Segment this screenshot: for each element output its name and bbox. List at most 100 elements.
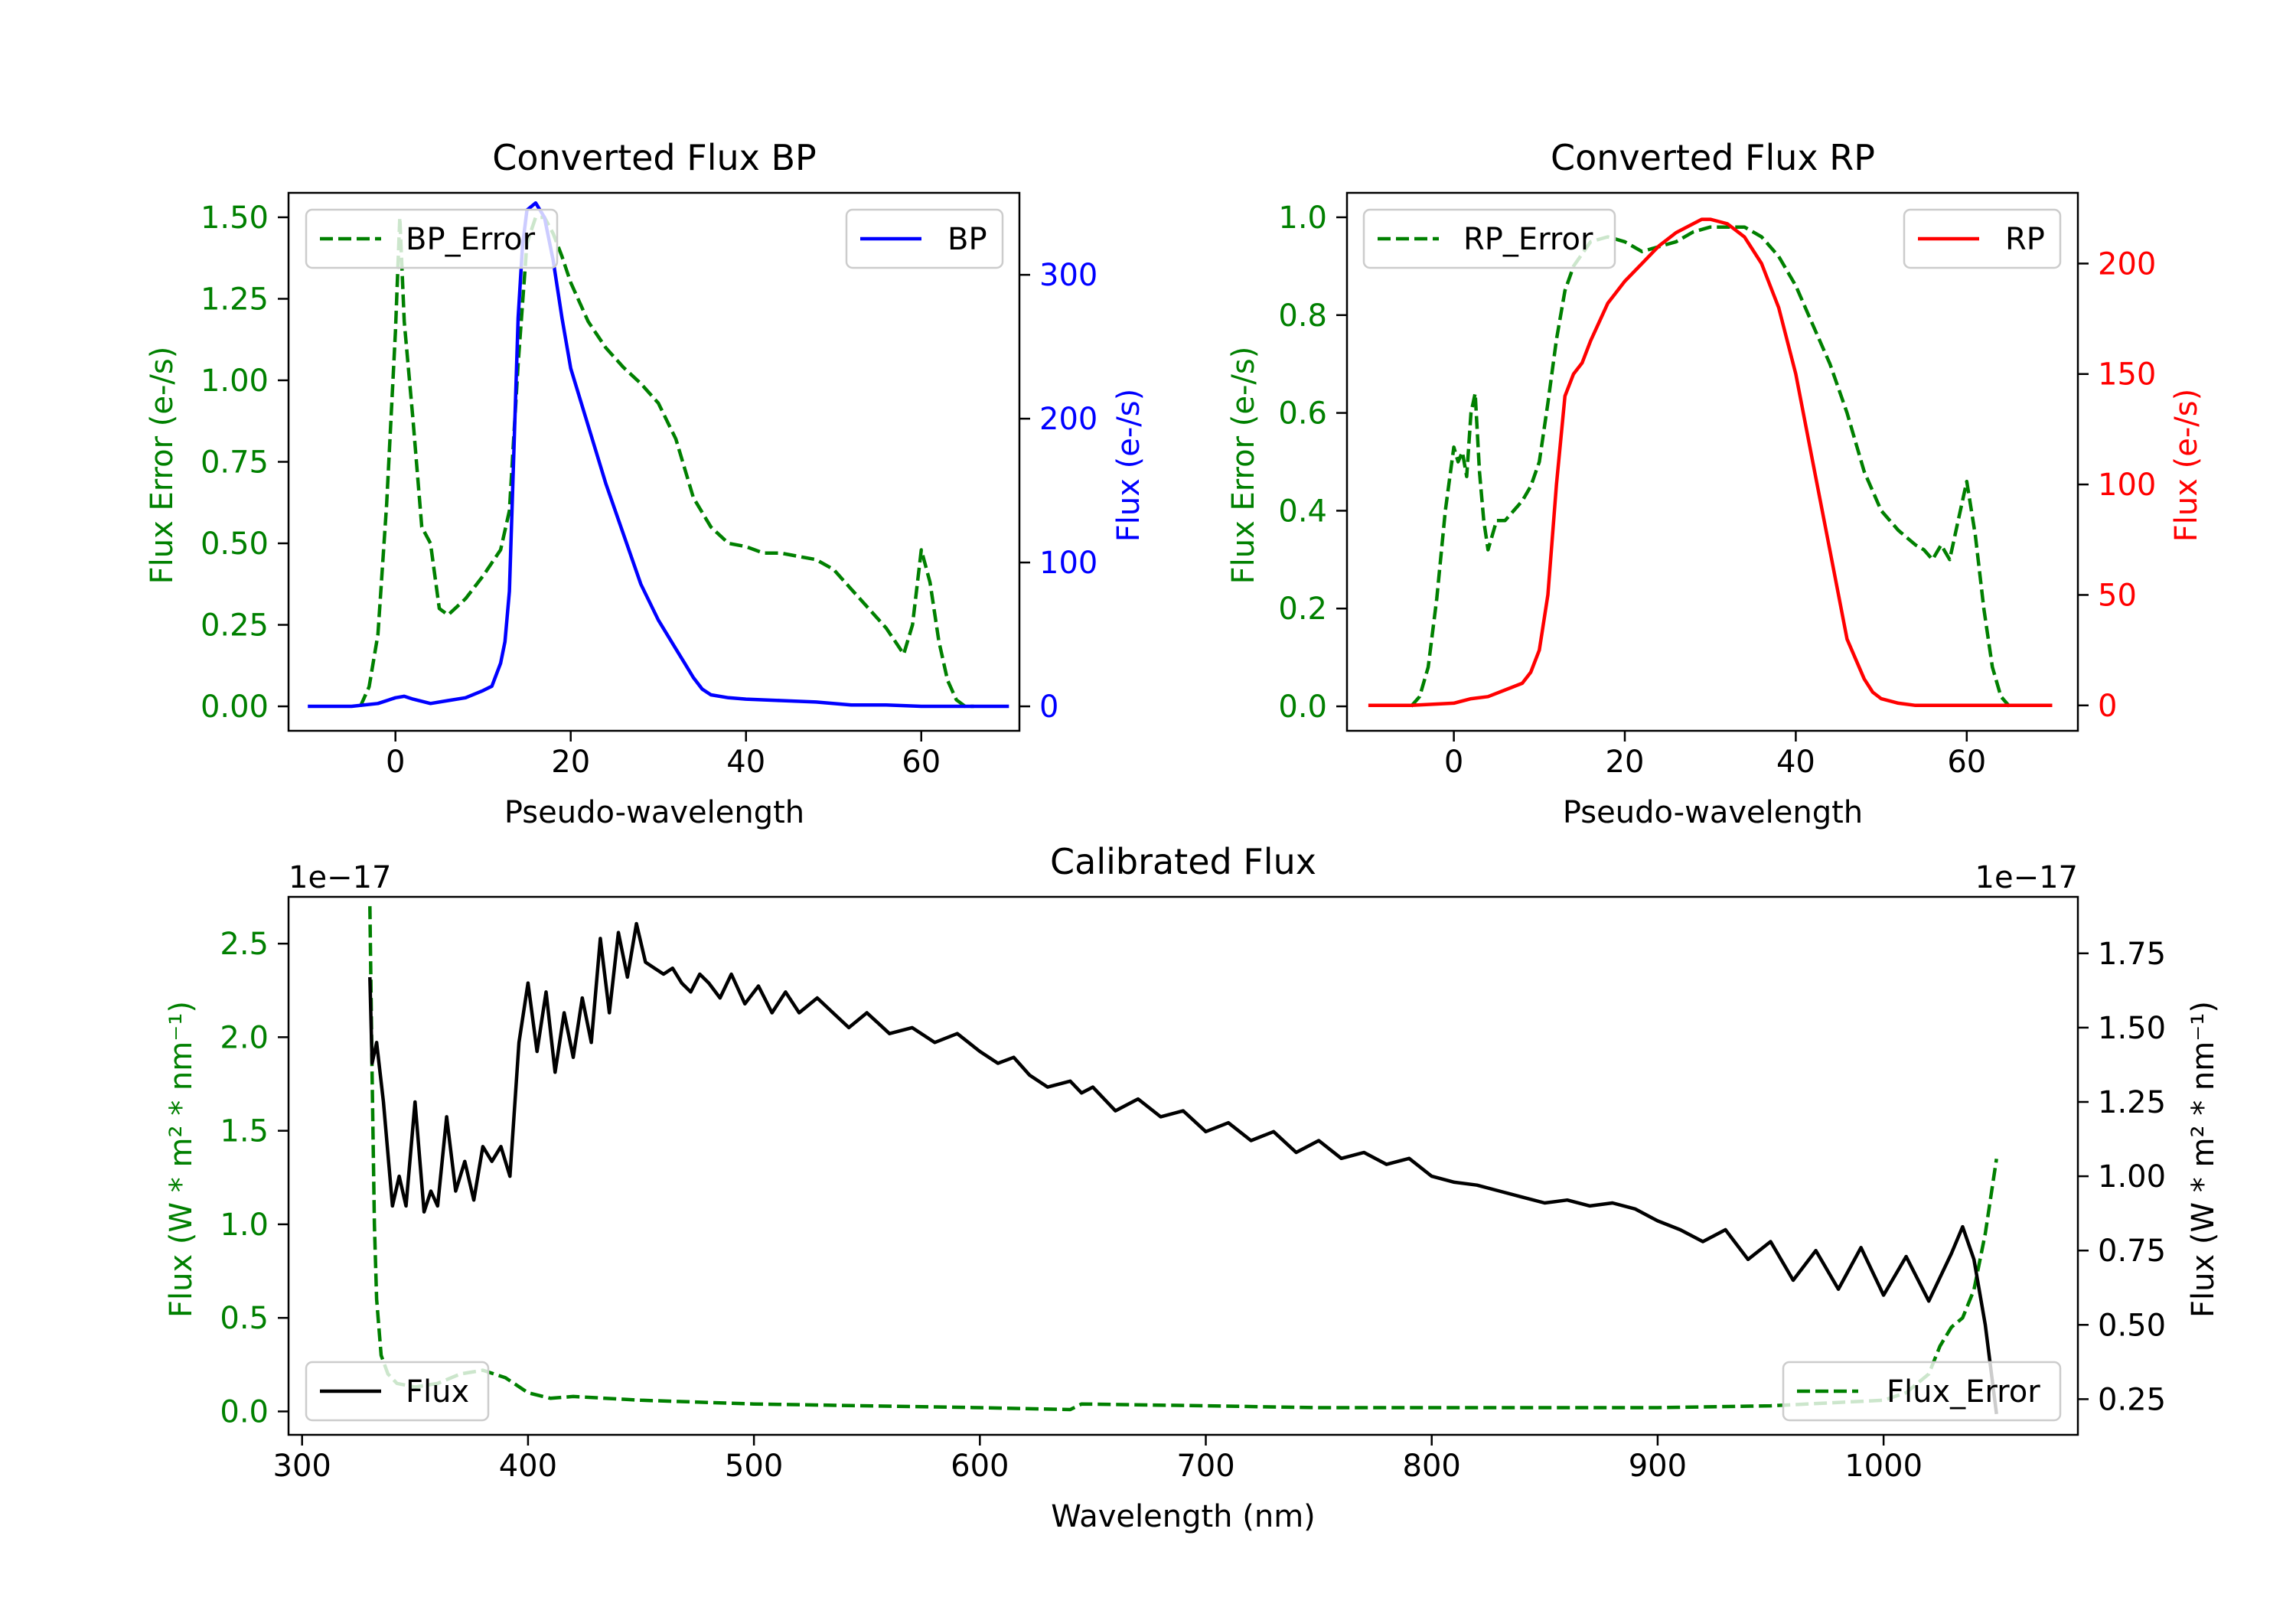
cal-y-tick-left-label: 0.0	[220, 1394, 269, 1429]
cal-y-ticks-right: 0.25 0.50 0.75 1.00 1.25 1.50 1.75	[2078, 937, 2166, 1417]
rp-x-ticks: 0 20 40 60	[1444, 731, 1986, 780]
bp-legend-error: BP_Error	[305, 208, 559, 269]
bp-legend-flux-box	[845, 208, 1004, 269]
rp-error-line	[1410, 225, 2011, 708]
cal-x-tick-label: 300	[273, 1449, 331, 1484]
bp-x-tick-label: 20	[551, 745, 590, 780]
cal-x-tick-label: 900	[1629, 1449, 1687, 1484]
rp-x-label: Pseudo-wavelength	[1563, 795, 1863, 830]
cal-x-ticks: 300 400 500 600 700 800 900 1000	[273, 1435, 1923, 1484]
panel-bp: Converted Flux BP Pseudo-wavelength Flux…	[145, 137, 1146, 830]
rp-y-tick-right-label: 0	[2098, 689, 2117, 724]
rp-y-tick-right-label: 100	[2098, 468, 2156, 503]
bp-y-label-left: Flux Error (e-/s)	[145, 347, 180, 585]
bp-x-tick-label: 0	[386, 745, 405, 780]
rp-y-label-right: Flux (e-/s)	[2169, 389, 2204, 542]
panel-rp: Converted Flux RP Pseudo-wavelength Flux…	[1226, 137, 2204, 830]
cal-y-tick-right-label: 1.50	[2098, 1011, 2166, 1046]
rp-y-tick-left-label: 0.8	[1278, 298, 1327, 334]
bp-y-tick-left-label: 1.25	[201, 282, 269, 317]
cal-x-tick-label: 600	[951, 1449, 1009, 1484]
cal-plot-frame	[287, 895, 2079, 1436]
cal-legend-flux-label: Flux	[406, 1374, 469, 1410]
cal-y-tick-right-label: 0.75	[2098, 1234, 2166, 1269]
rp-y-tick-right-label: 150	[2098, 357, 2156, 393]
cal-y-tick-left-label: 1.0	[220, 1208, 269, 1243]
rp-title: Converted Flux RP	[1551, 137, 1875, 178]
rp-legend-error-box	[1362, 208, 1616, 269]
rp-y-tick-left-label: 0.0	[1278, 689, 1327, 725]
bp-x-tick-label: 40	[726, 745, 765, 780]
bp-legend-error-label: BP_Error	[406, 222, 536, 257]
bp-error-line	[358, 215, 974, 709]
rp-y-ticks-right: 0 50 100 150 200	[2078, 246, 2156, 724]
rp-y-label-left: Flux Error (e-/s)	[1226, 347, 1261, 585]
cal-y-tick-right-label: 0.50	[2098, 1308, 2166, 1343]
rp-y-tick-left-label: 0.6	[1278, 396, 1327, 432]
cal-x-tick-label: 500	[725, 1449, 783, 1484]
cal-offset-right: 1e−17	[1975, 860, 2078, 895]
bp-y-tick-left-label: 1.00	[201, 363, 269, 399]
rp-y-ticks-left: 0.0 0.2 0.4 0.6 0.8 1.0	[1278, 200, 1347, 725]
cal-y-label-right: Flux (W * m² * nm⁻¹)	[2186, 1001, 2221, 1318]
rp-x-tick-label: 0	[1444, 745, 1463, 780]
bp-y-tick-right-label: 200	[1039, 402, 1097, 437]
rp-legend-flux: RP	[1903, 208, 2062, 269]
rp-y-tick-right-label: 50	[2098, 578, 2137, 613]
rp-legend-flux-label: RP	[2005, 222, 2045, 257]
rp-y-tick-left-label: 0.4	[1278, 494, 1327, 529]
bp-y-label-right: Flux (e-/s)	[1111, 389, 1146, 542]
bp-y-ticks-left: 0.00 0.25 0.50 0.75 1.00 1.25 1.50	[201, 200, 289, 725]
cal-x-label: Wavelength (nm)	[1051, 1499, 1316, 1534]
cal-x-tick-label: 400	[499, 1449, 557, 1484]
cal-y-tick-left-label: 2.5	[220, 927, 269, 962]
cal-title: Calibrated Flux	[1050, 841, 1316, 882]
rp-legend-error: RP_Error	[1362, 208, 1616, 269]
bp-title: Converted Flux BP	[492, 137, 817, 178]
bp-legend-flux: BP	[845, 208, 1004, 269]
cal-legend-flux: Flux	[305, 1361, 490, 1422]
rp-plot-frame	[1345, 191, 2079, 732]
bp-y-tick-left-label: 0.75	[201, 445, 269, 481]
cal-flux-line	[368, 921, 1998, 1415]
cal-offset-left: 1e−17	[289, 860, 391, 895]
cal-y-tick-right-label: 1.25	[2098, 1085, 2166, 1120]
rp-y-tick-left-label: 1.0	[1278, 200, 1327, 236]
rp-x-tick-label: 40	[1776, 745, 1815, 780]
rp-y-tick-left-label: 0.2	[1278, 592, 1327, 627]
cal-x-tick-label: 1000	[1844, 1449, 1923, 1484]
cal-legend-flux-box	[305, 1361, 490, 1422]
cal-x-tick-label: 800	[1403, 1449, 1461, 1484]
cal-y-label-left: Flux (W * m² * nm⁻¹)	[164, 1001, 199, 1318]
bp-y-tick-right-label: 0	[1039, 689, 1058, 725]
bp-y-tick-left-label: 0.00	[201, 689, 269, 725]
bp-x-label: Pseudo-wavelength	[504, 795, 804, 830]
cal-legend-error: Flux_Error	[1782, 1361, 2062, 1422]
panel-calibrated: Calibrated Flux Wavelength (nm) 1e−17 1e…	[164, 841, 2221, 1534]
cal-x-tick-label: 700	[1176, 1449, 1234, 1484]
cal-y-tick-left-label: 2.0	[220, 1020, 269, 1055]
bp-y-tick-right-label: 300	[1039, 258, 1097, 293]
rp-legend-error-label: RP_Error	[1463, 222, 1593, 257]
cal-y-ticks-left: 0.0 0.5 1.0 1.5 2.0 2.5	[220, 927, 289, 1429]
cal-y-tick-left-label: 1.5	[220, 1114, 269, 1149]
bp-y-ticks-right: 0 100 200 300	[1019, 258, 1097, 725]
bp-y-tick-left-label: 0.25	[201, 608, 269, 644]
rp-x-tick-label: 20	[1606, 745, 1645, 780]
cal-legend-error-box	[1782, 1361, 2062, 1422]
bp-plot-frame	[287, 191, 1021, 732]
cal-y-tick-right-label: 1.75	[2098, 937, 2166, 972]
bp-x-ticks: 0 20 40 60	[386, 731, 941, 780]
rp-legend-flux-box	[1903, 208, 2062, 269]
cal-y-tick-right-label: 1.00	[2098, 1159, 2166, 1195]
bp-y-tick-left-label: 0.50	[201, 526, 269, 562]
cal-legend-error-label: Flux_Error	[1887, 1374, 2040, 1410]
rp-flux-line	[1368, 217, 2053, 708]
cal-y-tick-left-label: 0.5	[220, 1301, 269, 1336]
bp-flux-line	[308, 200, 1009, 709]
bp-x-tick-label: 60	[902, 745, 941, 780]
bp-legend-error-box	[305, 208, 559, 269]
rp-y-tick-right-label: 200	[2098, 246, 2156, 282]
bp-y-tick-right-label: 100	[1039, 546, 1097, 581]
